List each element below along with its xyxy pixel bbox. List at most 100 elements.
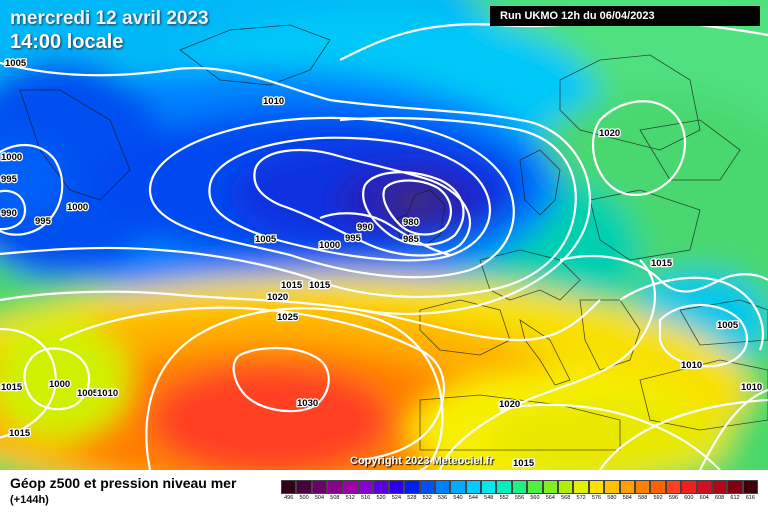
- legend-tick-label: 600: [684, 495, 694, 501]
- legend-swatch: [604, 480, 620, 494]
- legend-tick-label: 576: [591, 495, 602, 501]
- legend-cell: 612: [727, 480, 743, 502]
- lead-time: (+144h): [10, 494, 49, 506]
- legend-cell: 572: [573, 480, 589, 502]
- legend-tick-label: 508: [330, 495, 340, 501]
- legend-tick-label: 604: [699, 495, 709, 501]
- legend-tick-label: 496: [284, 495, 294, 501]
- legend-swatch: [342, 480, 358, 494]
- legend-tick-label: 568: [561, 495, 571, 501]
- field-title: Géop z500 et pression niveau mer: [10, 475, 237, 491]
- landmass-outlines: [19, 24, 768, 451]
- legend-tick-label: 520: [376, 495, 386, 501]
- legend-tick-label: 556: [514, 495, 525, 501]
- legend-tick-label: 564: [545, 495, 555, 501]
- legend-cell: 552: [496, 480, 512, 502]
- footer-panel: Géop z500 et pression niveau mer (+144h)…: [0, 470, 768, 512]
- legend-tick-label: 528: [407, 495, 417, 501]
- legend-cell: 520: [373, 480, 389, 502]
- legend-cell: 532: [419, 480, 435, 502]
- legend-swatch: [696, 480, 712, 494]
- legend-cell: 576: [588, 480, 605, 502]
- isobars: [0, 20, 768, 470]
- legend-swatch: [650, 480, 666, 494]
- legend-tick-label: 596: [668, 495, 679, 501]
- isobar-label: 1015: [309, 280, 331, 291]
- isobar-label: 1020: [599, 128, 620, 139]
- legend-cell: 540: [450, 480, 466, 502]
- legend-cell: 556: [511, 480, 528, 502]
- isobar-label: 1020: [267, 292, 288, 303]
- isobar-label: 995: [345, 233, 362, 244]
- isobar-label: 985: [403, 234, 420, 245]
- legend-cell: 524: [388, 480, 405, 502]
- isobar-label: 1025: [277, 312, 299, 323]
- legend-cell: 528: [404, 480, 420, 502]
- legend-swatch: [357, 480, 374, 494]
- legend-tick-label: 612: [730, 495, 740, 501]
- isobar-label: 1005: [77, 388, 99, 399]
- legend-tick-label: 608: [715, 495, 725, 501]
- legend-swatch: [434, 480, 451, 494]
- legend-swatch: [665, 480, 682, 494]
- legend-tick-label: 552: [499, 495, 509, 501]
- legend-cell: 500: [296, 480, 312, 502]
- legend-cell: 536: [434, 480, 451, 502]
- legend-cell: 592: [650, 480, 666, 502]
- legend-tick-label: 584: [622, 495, 632, 501]
- legend-tick-label: 524: [391, 495, 402, 501]
- legend-cell: 600: [681, 480, 697, 502]
- legend-cell: 512: [342, 480, 358, 502]
- isobar-label: 1020: [499, 399, 520, 410]
- legend-cell: 568: [558, 480, 574, 502]
- legend-tick-label: 548: [484, 495, 494, 501]
- isobar-label: 1010: [97, 388, 118, 399]
- legend-swatch: [527, 480, 543, 494]
- legend-tick-label: 504: [314, 495, 325, 501]
- legend-swatch: [619, 480, 635, 494]
- isobar-label: 1000: [319, 240, 340, 251]
- legend-tick-label: 580: [607, 495, 617, 501]
- isobar-label: 990: [1, 208, 17, 219]
- isobar-label: 995: [35, 216, 52, 227]
- legend-swatch: [711, 480, 728, 494]
- color-scale-legend: 496 500 504 508 512 516 520 524 528 532 536 540 544 5…: [281, 480, 759, 502]
- legend-cell: 544: [465, 480, 482, 502]
- legend-swatch: [465, 480, 482, 494]
- legend-cell: 504: [311, 480, 328, 502]
- isobar-label: 1005: [255, 234, 277, 245]
- legend-swatch: [388, 480, 405, 494]
- legend-swatch: [542, 480, 559, 494]
- isobar-label: 1015: [281, 280, 303, 291]
- legend-swatch: [281, 480, 297, 494]
- isobar-label: 1010: [741, 382, 762, 393]
- legend-tick-label: 532: [422, 495, 432, 501]
- legend-tick-label: 544: [468, 495, 478, 501]
- legend-swatch: [327, 480, 343, 494]
- legend-cell: 584: [619, 480, 635, 502]
- legend-swatch: [511, 480, 528, 494]
- legend-swatch: [681, 480, 697, 494]
- legend-cell: 516: [357, 480, 374, 502]
- isobar-label: 1010: [681, 360, 702, 371]
- legend-tick-label: 560: [530, 495, 540, 501]
- legend-swatch: [404, 480, 420, 494]
- legend-swatch: [311, 480, 328, 494]
- forecast-time: 14:00 locale: [10, 31, 124, 53]
- isobar-label: 1015: [9, 428, 31, 439]
- legend-cell: 496: [281, 480, 297, 502]
- isobar-label: 1000: [67, 202, 88, 213]
- isobar-label: 1015: [513, 458, 535, 469]
- isobar-label: 980: [403, 217, 419, 228]
- legend-cell: 608: [711, 480, 728, 502]
- isobar-label: 995: [1, 174, 18, 185]
- legend-cell: 560: [527, 480, 543, 502]
- isobar-label: 1005: [717, 320, 739, 331]
- legend-swatch: [296, 480, 312, 494]
- legend-tick-label: 516: [361, 495, 371, 501]
- isobar-label: 1015: [651, 258, 673, 269]
- isobar-label: 1030: [297, 398, 318, 409]
